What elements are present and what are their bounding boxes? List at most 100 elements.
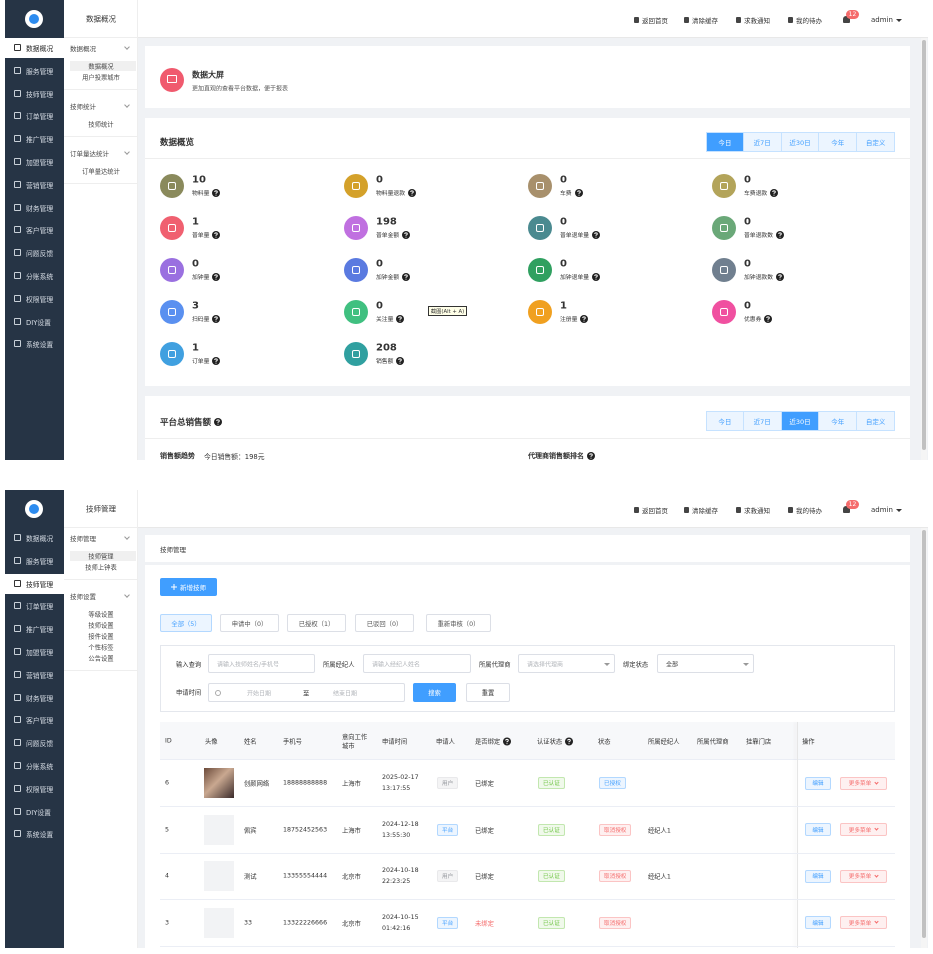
edit-button[interactable]: 编辑 xyxy=(805,776,831,790)
menu-label[interactable]: 加盟管理 xyxy=(26,159,54,167)
menu-item[interactable]: DIY设置 xyxy=(5,802,64,822)
more-button[interactable]: 更多菜单 xyxy=(840,776,887,790)
search-button[interactable]: 搜索 xyxy=(413,683,456,702)
menu-item[interactable]: 营销管理 xyxy=(5,665,64,685)
submenu-item[interactable]: 订单量达统计 xyxy=(82,168,120,176)
menu-item[interactable]: 营销管理 xyxy=(5,175,64,195)
menu-label[interactable]: 数据概况 xyxy=(26,535,54,543)
menu-label[interactable]: 服务管理 xyxy=(26,557,54,566)
keyword-input-text[interactable]: 请输入技师姓名/手机号 xyxy=(217,661,280,669)
menu-item[interactable]: 数据概况 xyxy=(5,38,64,58)
submenu-item[interactable]: 公告设置 xyxy=(88,655,114,663)
menu-item[interactable]: 问题反馈 xyxy=(5,243,64,263)
broker-input[interactable]: 请输入经纪人姓名 xyxy=(363,654,471,673)
menu-label[interactable]: 技师管理 xyxy=(26,580,54,589)
menu-label[interactable]: 分账系统 xyxy=(26,763,54,771)
more-button[interactable]: 更多菜单 xyxy=(840,869,887,883)
add-button-label[interactable]: 新增技师 xyxy=(180,584,206,592)
user-name[interactable]: admin xyxy=(871,506,893,514)
header-link[interactable]: 求救通知 xyxy=(744,17,770,25)
menu-item[interactable]: 客户管理 xyxy=(5,220,64,240)
more-button-label[interactable]: 更多菜单 xyxy=(848,781,872,787)
menu-item[interactable]: 客户管理 xyxy=(5,710,64,730)
more-button-label[interactable]: 更多菜单 xyxy=(848,874,872,880)
menu-label[interactable]: 财务管理 xyxy=(26,694,54,703)
menu-item[interactable]: 问题反馈 xyxy=(5,733,64,753)
menu-label[interactable]: DIY设置 xyxy=(26,318,51,327)
menu-item[interactable]: 服务管理 xyxy=(5,551,64,571)
tab[interactable]: 今日 xyxy=(706,411,744,431)
header-link[interactable]: 我的待办 xyxy=(796,507,822,515)
more-button-label[interactable]: 更多菜单 xyxy=(848,920,872,927)
submenu-item[interactable]: 技师管理 xyxy=(88,553,114,561)
menu-item[interactable]: 财务管理 xyxy=(5,688,64,708)
submenu-item[interactable]: 等级设置 xyxy=(88,611,114,619)
header-link[interactable]: 清除缓存 xyxy=(692,17,718,25)
menu-item[interactable]: DIY设置 xyxy=(5,312,64,332)
menu-label[interactable]: 营销管理 xyxy=(26,181,54,190)
menu-label[interactable]: 权限管理 xyxy=(26,785,54,794)
menu-label[interactable]: DIY设置 xyxy=(26,808,51,817)
menu-item[interactable]: 分账系统 xyxy=(5,266,64,286)
menu-item[interactable]: 服务管理 xyxy=(5,61,64,81)
menu-item[interactable]: 加盟管理 xyxy=(5,152,64,172)
bell-icon[interactable] xyxy=(843,506,850,513)
tab[interactable]: 近30日 xyxy=(781,132,820,152)
tab[interactable]: 今年 xyxy=(819,132,858,152)
keyword-input[interactable]: 请输入技师姓名/手机号 xyxy=(208,654,315,673)
submenu-item[interactable]: 技师统计 xyxy=(88,121,114,129)
date-range[interactable]: 开始日期 至 结束日期 xyxy=(208,683,405,702)
menu-label[interactable]: 加盟管理 xyxy=(26,649,54,657)
menu-item[interactable]: 数据概况 xyxy=(5,528,64,548)
submenu-item[interactable]: 技师设置 xyxy=(88,622,114,630)
agent-select[interactable]: 请选择代理商 xyxy=(518,654,615,673)
tab[interactable]: 近7日 xyxy=(743,132,782,152)
menu-label[interactable]: 客户管理 xyxy=(26,717,54,726)
tab[interactable]: 近7日 xyxy=(743,411,782,431)
more-button[interactable]: 更多菜单 xyxy=(840,823,887,836)
menu-item[interactable]: 权限管理 xyxy=(5,779,64,799)
tab[interactable]: 今日 xyxy=(706,132,744,152)
menu-item[interactable]: 技师管理 xyxy=(5,84,64,104)
menu-label[interactable]: 推广管理 xyxy=(26,626,54,635)
menu-label[interactable]: 客户管理 xyxy=(26,227,54,236)
menu-item[interactable]: 系统设置 xyxy=(5,334,64,354)
more-button[interactable]: 更多菜单 xyxy=(840,916,887,929)
tab[interactable]: 自定义 xyxy=(857,411,895,431)
menu-item[interactable]: 订单管理 xyxy=(5,106,64,126)
menu-item[interactable]: 订单管理 xyxy=(5,596,64,616)
header-link[interactable]: 求救通知 xyxy=(744,507,770,515)
menu-label[interactable]: 问题反馈 xyxy=(26,250,54,259)
reset-button[interactable]: 重置 xyxy=(466,683,510,702)
edit-button[interactable]: 编辑 xyxy=(805,916,831,929)
status-tab[interactable]: 已驳回（0） xyxy=(355,614,414,632)
header-link[interactable]: 返回首页 xyxy=(642,507,668,515)
menu-item[interactable]: 系统设置 xyxy=(5,824,64,844)
menu-item[interactable]: 财务管理 xyxy=(5,198,64,218)
menu-item[interactable]: 推广管理 xyxy=(5,129,64,149)
submenu-item[interactable]: 接件设置 xyxy=(88,633,114,641)
bind-select[interactable]: 全部 xyxy=(657,654,754,673)
submenu-group[interactable]: 技师统计 xyxy=(70,103,96,111)
tab[interactable]: 自定义 xyxy=(857,132,895,152)
menu-item[interactable]: 技师管理 xyxy=(5,573,64,594)
menu-label[interactable]: 推广管理 xyxy=(26,136,54,145)
agent-select-text[interactable]: 请选择代理商 xyxy=(527,661,564,669)
menu-label[interactable]: 订单管理 xyxy=(26,603,54,612)
menu-label[interactable]: 系统设置 xyxy=(26,831,54,840)
bind-select-text[interactable]: 全部 xyxy=(666,661,679,669)
submenu-item[interactable]: 技师上钟表 xyxy=(85,564,117,572)
bell-icon[interactable] xyxy=(843,16,850,23)
menu-label[interactable]: 财务管理 xyxy=(26,204,54,213)
more-button-label[interactable]: 更多菜单 xyxy=(848,827,872,834)
submenu-group[interactable]: 技师设置 xyxy=(70,593,96,601)
menu-item[interactable]: 加盟管理 xyxy=(5,642,64,662)
edit-button[interactable]: 编辑 xyxy=(805,823,831,836)
tab[interactable]: 今年 xyxy=(819,411,858,431)
status-tab[interactable]: 已授权（1） xyxy=(287,614,346,632)
submenu-item[interactable]: 个性标签 xyxy=(88,644,114,652)
menu-label[interactable]: 营销管理 xyxy=(26,671,54,680)
submenu-item[interactable]: 用户投票城市 xyxy=(82,74,120,82)
status-tab[interactable]: 全部（5） xyxy=(160,614,212,632)
submenu-group[interactable]: 订单量达统计 xyxy=(70,150,109,158)
